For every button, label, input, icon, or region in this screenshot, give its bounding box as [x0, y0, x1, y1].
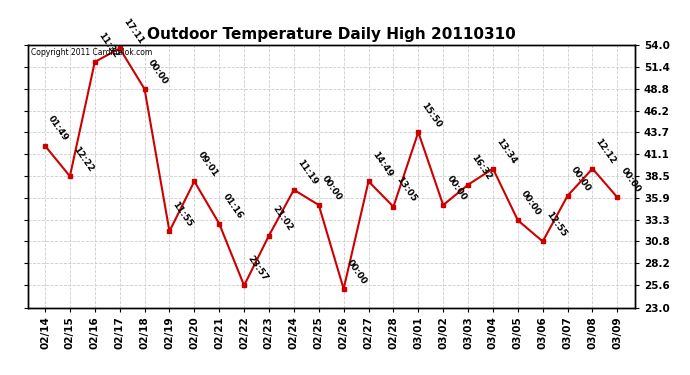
Text: 00:00: 00:00: [146, 58, 170, 86]
Text: Copyright 2011 Cardinalok.com: Copyright 2011 Cardinalok.com: [30, 48, 152, 57]
Text: 14:49: 14:49: [370, 150, 394, 178]
Text: 16:32: 16:32: [469, 153, 493, 182]
Text: 23:57: 23:57: [246, 254, 269, 283]
Title: Outdoor Temperature Daily High 20110310: Outdoor Temperature Daily High 20110310: [147, 27, 515, 42]
Text: 17:11: 17:11: [121, 17, 145, 46]
Text: 00:00: 00:00: [444, 174, 468, 202]
Text: 01:49: 01:49: [46, 114, 70, 143]
Text: 01:16: 01:16: [221, 192, 244, 221]
Text: 11:19: 11:19: [295, 158, 319, 187]
Text: 00:00: 00:00: [320, 174, 344, 202]
Text: 00:00: 00:00: [569, 165, 593, 193]
Text: 21:02: 21:02: [270, 204, 294, 233]
Text: 11:55: 11:55: [171, 200, 195, 228]
Text: 13:34: 13:34: [494, 137, 518, 166]
Text: 11:32: 11:32: [96, 30, 120, 59]
Text: 15:50: 15:50: [420, 101, 444, 129]
Text: 00:00: 00:00: [345, 258, 368, 286]
Text: 13:05: 13:05: [395, 176, 419, 204]
Text: 12:12: 12:12: [594, 137, 618, 166]
Text: 00:00: 00:00: [520, 189, 543, 217]
Text: 12:55: 12:55: [544, 210, 568, 238]
Text: 12:22: 12:22: [71, 145, 95, 174]
Text: 00:00: 00:00: [619, 166, 642, 195]
Text: 09:01: 09:01: [196, 150, 219, 178]
